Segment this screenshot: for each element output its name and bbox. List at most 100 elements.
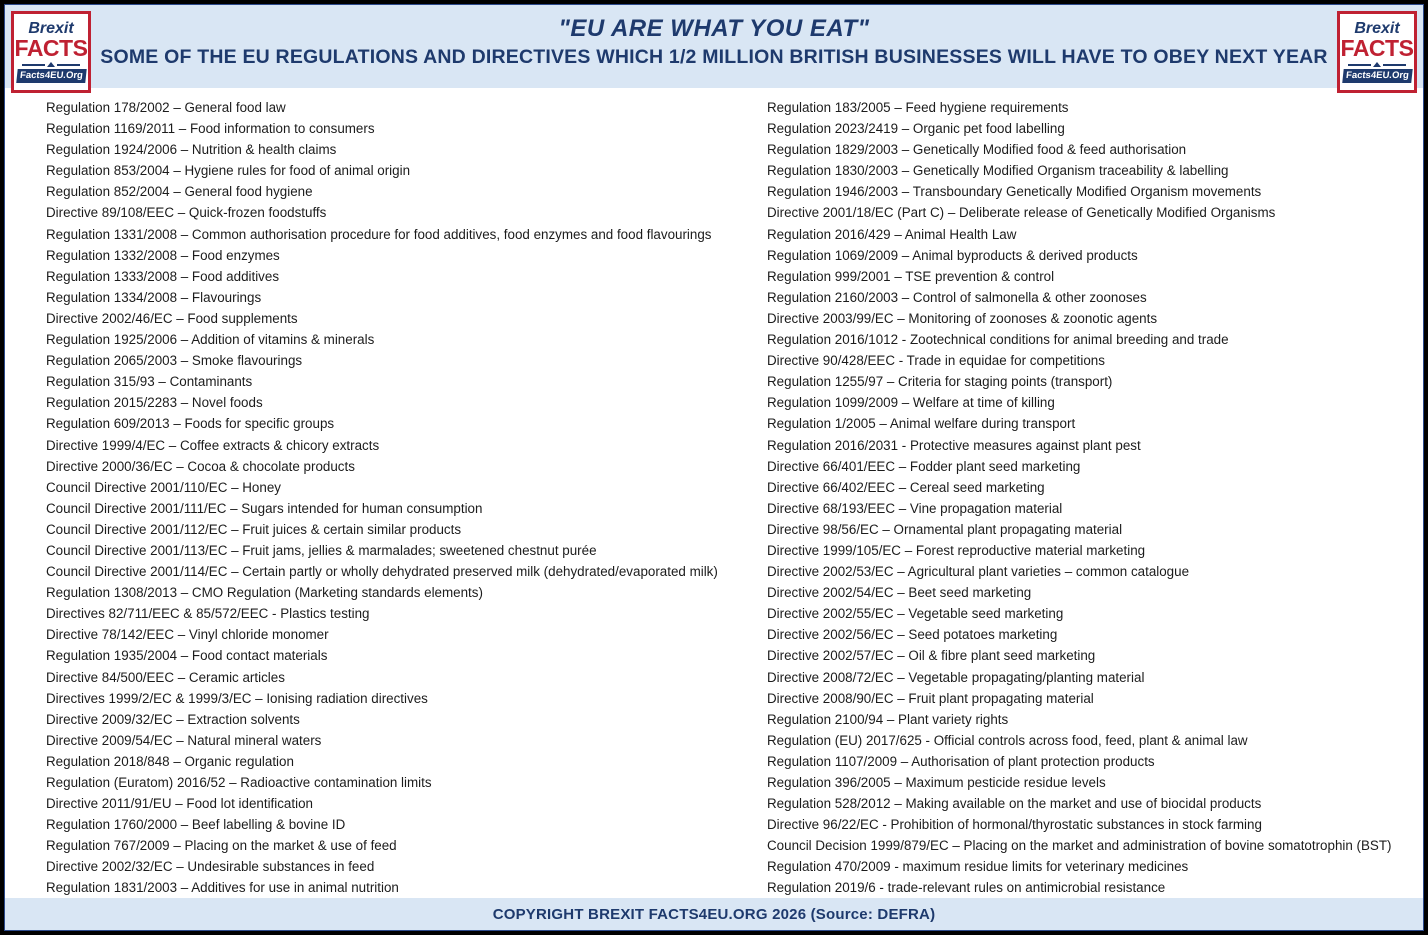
list-item: Directive 78/142/EEC – Vinyl chloride mo… <box>46 627 329 643</box>
list-item: Regulation 1760/2000 – Beef labelling & … <box>46 817 346 833</box>
list-item: Directive 1999/4/EC – Coffee extracts & … <box>46 437 380 453</box>
list-item: Regulation 999/2001 – TSE prevention & c… <box>767 268 1055 284</box>
header-band: "EU ARE WHAT YOU EAT" SOME OF THE EU REG… <box>5 5 1423 88</box>
list-item: Regulation 1925/2006 – Addition of vitam… <box>46 332 375 348</box>
list-item: Regulation 1333/2008 – Food additives <box>46 268 280 284</box>
list-item: Directive 2003/99/EC – Monitoring of zoo… <box>767 310 1158 326</box>
logo-brexit-text: Brexit <box>28 20 74 38</box>
logo-facts-text: FACTS <box>14 35 88 62</box>
list-item: Directive 2002/56/EC – Seed potatoes mar… <box>767 627 1058 643</box>
list-item: Regulation 2100/94 – Plant variety right… <box>767 711 1009 727</box>
list-item: Regulation 1829/2003 – Genetically Modif… <box>767 142 1187 158</box>
list-item: Directive 2009/54/EC – Natural mineral w… <box>46 732 322 748</box>
list-item: Regulation 1924/2006 – Nutrition & healt… <box>46 142 337 158</box>
list-item: Regulation 1334/2008 – Flavourings <box>46 289 262 305</box>
list-item: Directives 1999/2/EC & 1999/3/EC – Ionis… <box>46 690 428 706</box>
logo-divider-line <box>22 63 45 66</box>
list-item: Directive 66/402/EEC – Cereal seed marke… <box>767 479 1045 495</box>
list-item: Regulation 1169/2011 – Food information … <box>46 121 375 137</box>
list-item: Directive 2008/90/EC – Fruit plant propa… <box>767 690 1094 706</box>
list-item: Regulation 1830/2003 – Genetically Modif… <box>767 163 1229 179</box>
list-item: Directive 2002/55/EC – Vegetable seed ma… <box>767 606 1064 622</box>
list-item: Regulation (Euratom) 2016/52 – Radioacti… <box>46 775 432 790</box>
logo-divider <box>1348 62 1406 68</box>
list-item: Regulation 1099/2009 – Welfare at time o… <box>767 395 1055 411</box>
list-item: Regulation 1255/97 – Criteria for stagin… <box>767 374 1113 390</box>
list-item: Regulation 2016/2031 - Protective measur… <box>767 437 1141 453</box>
list-item: Council Directive 2001/114/EC – Certain … <box>46 564 718 580</box>
list-item: Regulation 2018/848 – Organic regulation <box>46 753 294 769</box>
logo-brexit-text: Brexit <box>1354 20 1400 38</box>
list-item: Council Directive 2001/112/EC – Fruit ju… <box>46 521 462 537</box>
logo-divider-line <box>1348 63 1371 66</box>
list-item: Regulation 2065/2003 – Smoke flavourings <box>46 353 303 369</box>
page-title: "EU ARE WHAT YOU EAT" <box>558 15 870 42</box>
page-subtitle: SOME OF THE EU REGULATIONS AND DIRECTIVE… <box>100 46 1328 69</box>
list-item: Regulation 1946/2003 – Transboundary Gen… <box>767 184 1262 200</box>
list-item: Directive 1999/105/EC – Forest reproduct… <box>767 542 1146 558</box>
list-item: Directive 2008/72/EC – Vegetable propaga… <box>767 669 1145 685</box>
list-item: Directive 96/22/EC - Prohibition of horm… <box>767 817 1262 833</box>
list-item: Regulation 2016/1012 - Zootechnical cond… <box>767 332 1229 348</box>
list-item: Directive 2011/91/EU – Food lot identifi… <box>46 796 313 812</box>
list-item: Regulation 767/2009 – Placing on the mar… <box>46 838 397 854</box>
list-item: Regulation 609/2013 – Foods for specific… <box>46 416 335 432</box>
list-item: Regulation 2023/2419 – Organic pet food … <box>767 121 1065 137</box>
list-item: Directive 68/193/EEC – Vine propagation … <box>767 500 1063 516</box>
regulations-list-area: Regulation 178/2002 – General food law Re… <box>5 88 1423 898</box>
list-item: Regulation 1/2005 – Animal welfare durin… <box>767 416 1076 432</box>
brexit-facts4eu-logo-right: Brexit FACTS Facts4EU.Org <box>1337 11 1417 93</box>
list-item: Directive 2001/18/EC (Part C) – Delibera… <box>767 205 1276 221</box>
list-item: Regulation 183/2005 – Feed hygiene requi… <box>767 100 1069 115</box>
list-item: Regulation 2160/2003 – Control of salmon… <box>767 289 1147 305</box>
list-item: Council Directive 2001/110/EC – Honey <box>46 479 281 495</box>
list-item: Regulation 1935/2004 – Food contact mate… <box>46 648 328 664</box>
list-item: Council Decision 1999/879/EC – Placing o… <box>767 838 1392 854</box>
list-item: Regulation 396/2005 – Maximum pesticide … <box>767 775 1106 790</box>
list-item: Directive 2009/32/EC – Extraction solven… <box>46 711 300 727</box>
logo-divider-line <box>57 63 80 66</box>
page-inner-frame: Brexit FACTS Facts4EU.Org Brexit FACTS F… <box>4 4 1424 931</box>
brexit-facts4eu-logo-left: Brexit FACTS Facts4EU.Org <box>11 11 91 93</box>
list-item: Regulation 528/2012 – Making available o… <box>767 796 1262 812</box>
list-item: Regulation 2015/2283 – Novel foods <box>46 395 263 411</box>
list-item: Council Directive 2001/111/EC – Sugars i… <box>46 500 483 516</box>
list-item: Directive 2002/57/EC – Oil & fibre plant… <box>767 648 1096 664</box>
list-item: Regulation 1831/2003 – Additives for use… <box>46 880 399 896</box>
logo-pointer-icon <box>47 62 55 68</box>
list-item: Regulation 1107/2009 – Authorisation of … <box>767 753 1155 769</box>
list-item: Directive 66/401/EEC – Fodder plant seed… <box>767 458 1081 474</box>
list-item: Regulation 852/2004 – General food hygie… <box>46 184 313 200</box>
list-item: Regulation 178/2002 – General food law <box>46 100 286 115</box>
list-item: Directive 84/500/EEC – Ceramic articles <box>46 669 285 685</box>
list-item: Directive 2002/53/EC – Agricultural plan… <box>767 564 1190 580</box>
list-item: Regulation 2019/6 - trade-relevant rules… <box>767 880 1166 896</box>
list-item: Directive 89/108/EEC – Quick-frozen food… <box>46 205 327 221</box>
list-item: Directive 2000/36/EC – Cocoa & chocolate… <box>46 458 355 474</box>
list-item: Regulation 1308/2013 – CMO Regulation (M… <box>46 585 483 601</box>
copyright-text: COPYRIGHT BREXIT FACTS4EU.ORG 2026 (Sour… <box>492 905 936 923</box>
logo-pointer-icon <box>1373 62 1381 68</box>
list-item: Regulation 1331/2008 – Common authorisat… <box>46 226 712 242</box>
list-item: Regulation 470/2009 - maximum residue li… <box>767 859 1189 875</box>
list-item: Council Directive 2001/113/EC – Fruit ja… <box>46 542 597 558</box>
list-item: Directives 82/711/EEC & 85/572/EEC - Pla… <box>46 606 370 622</box>
logo-facts-text: FACTS <box>1340 35 1414 62</box>
list-item: Regulation 1332/2008 – Food enzymes <box>46 247 280 263</box>
regulations-column-left: Regulation 178/2002 – General food law Re… <box>46 97 767 898</box>
logo-banner-text: Facts4EU.Org <box>15 69 87 83</box>
list-item: Regulation 315/93 – Contaminants <box>46 374 253 390</box>
logo-divider <box>22 62 80 68</box>
list-item: Regulation 1069/2009 – Animal byproducts… <box>767 247 1138 263</box>
list-item: Directive 2002/54/EC – Beet seed marketi… <box>767 585 1032 601</box>
logo-banner-text: Facts4EU.Org <box>1341 69 1413 83</box>
list-item: Directive 2002/46/EC – Food supplements <box>46 310 298 326</box>
logo-divider-line <box>1383 63 1406 66</box>
list-item: Directive 2002/32/EC – Undesirable subst… <box>46 859 375 875</box>
list-item: Directive 98/56/EC – Ornamental plant pr… <box>767 521 1123 537</box>
regulations-column-right: Regulation 183/2005 – Feed hygiene requi… <box>767 97 1423 898</box>
list-item: Regulation 2016/429 – Animal Health Law <box>767 226 1017 242</box>
list-item: Regulation 853/2004 – Hygiene rules for … <box>46 163 411 179</box>
list-item: Regulation (EU) 2017/625 - Official cont… <box>767 732 1248 748</box>
